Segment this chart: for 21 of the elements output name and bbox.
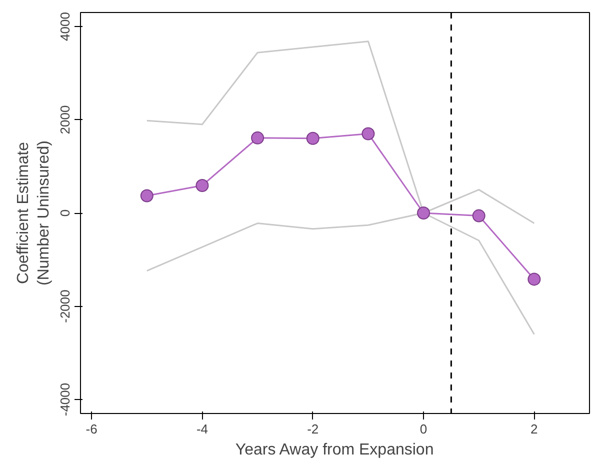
y-tick-label: 4000 [58,12,72,41]
point [140,189,154,202]
line-series [146,40,535,224]
x-tick-label: -6 [86,422,98,436]
point [196,179,209,192]
x-axis-title: Years Away from Expansion [235,442,434,458]
x-tick-label: 2 [530,422,538,436]
point [472,209,486,222]
point [251,131,264,144]
point [528,272,541,286]
x-tick-label: 0 [420,422,428,436]
y-tick-label: -4000 [58,382,72,416]
y-tick-label: -2000 [58,290,72,323]
y-axis-title: Coefficient Estimate (Number Uninsured) [15,140,52,286]
x-tick-label: -4 [196,422,208,436]
y-tick-label: 2000 [58,105,72,134]
x-tick-label: -2 [307,422,319,436]
point [306,132,320,145]
point [417,206,430,220]
point [362,127,375,140]
y-tick-label: 0 [58,209,72,217]
